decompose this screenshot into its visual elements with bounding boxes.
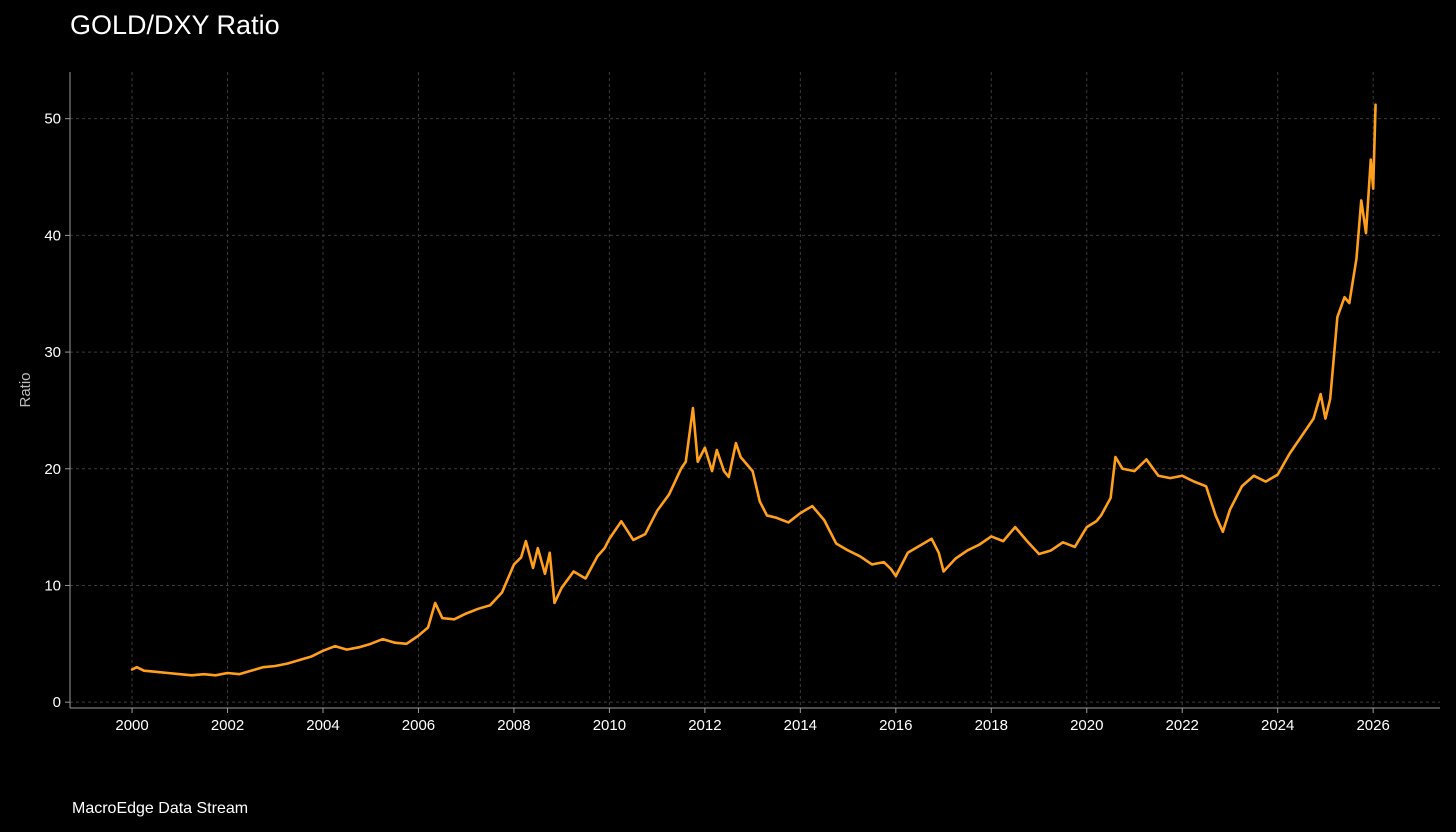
x-tick-label: 2020 xyxy=(1070,717,1103,734)
y-tick-label: 0 xyxy=(53,694,61,711)
x-tick-label: 2016 xyxy=(879,717,912,734)
y-tick-label: 40 xyxy=(44,227,61,244)
axes xyxy=(69,72,1440,709)
series-line-gold-dxy-ratio xyxy=(130,103,1377,677)
x-tick-label: 2018 xyxy=(975,717,1008,734)
y-tick-label: 10 xyxy=(44,577,61,594)
x-tick-label: 2022 xyxy=(1166,717,1199,734)
y-tick-label: 30 xyxy=(44,344,61,361)
x-tick-label: 2010 xyxy=(593,717,626,734)
x-tick-label: 2000 xyxy=(115,717,148,734)
gridlines xyxy=(70,72,1440,708)
x-tick-label: 2012 xyxy=(688,717,721,734)
source-label: MacroEdge Data Stream xyxy=(72,800,249,817)
y-axis-ticks: 0 10 20 30 40 50 xyxy=(44,111,70,711)
chart-title: GOLD/DXY Ratio xyxy=(70,10,280,40)
y-tick-label: 20 xyxy=(44,461,61,478)
x-tick-label: 2024 xyxy=(1261,717,1294,734)
x-tick-label: 2006 xyxy=(402,717,435,734)
x-tick-label: 2004 xyxy=(306,717,339,734)
x-axis-ticks: 2000 2002 2004 2006 2008 2010 2012 2014 2016 2018… xyxy=(115,708,1390,734)
x-tick-label: 2014 xyxy=(784,717,817,734)
x-tick-label: 2026 xyxy=(1356,717,1389,734)
y-axis-label: Ratio xyxy=(17,372,34,407)
x-tick-label: 2002 xyxy=(211,717,244,734)
y-tick-label: 50 xyxy=(44,111,61,128)
x-tick-label: 2008 xyxy=(497,717,530,734)
